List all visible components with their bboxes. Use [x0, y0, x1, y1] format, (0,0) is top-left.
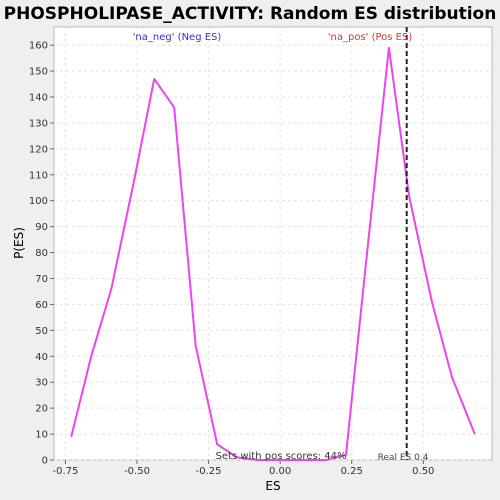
x-tick-label: -0.25 — [196, 466, 222, 477]
x-tick-label: -0.50 — [124, 466, 150, 477]
neg-es-legend: 'na_neg' (Neg ES) — [133, 32, 222, 43]
y-tick-label: 140 — [29, 93, 48, 104]
x-axis: -0.75 -0.50 -0.25 0.00 0.25 0.50 — [53, 460, 434, 477]
y-tick-label: 60 — [35, 300, 48, 311]
y-tick-label: 100 — [29, 196, 48, 207]
y-tick-label: 160 — [29, 41, 48, 52]
x-tick-label: 0.50 — [412, 466, 434, 477]
series-layer — [70, 46, 476, 461]
y-tick-label: 50 — [35, 326, 48, 337]
y-tick-label: 110 — [29, 170, 48, 181]
plot-area — [53, 26, 493, 461]
pos-scores-note: Sets with pos scores: 44% — [216, 451, 347, 462]
y-tick-label: 130 — [29, 118, 48, 129]
y-axis-label: P(ES) — [12, 227, 26, 259]
y-tick-label: 120 — [29, 144, 48, 155]
y-tick-label: 80 — [35, 248, 48, 259]
y-tick-label: 150 — [29, 67, 48, 78]
y-tick-label: 0 — [42, 456, 48, 467]
y-tick-label: 10 — [35, 430, 48, 441]
y-tick-label: 90 — [35, 222, 48, 233]
y-tick-label: 40 — [35, 352, 48, 363]
x-axis-label: ES — [265, 479, 280, 493]
y-tick-label: 70 — [35, 274, 48, 285]
y-tick-label: 20 — [35, 404, 48, 415]
y-tick-label: 30 — [35, 378, 48, 389]
y-axis: 0 10 20 30 40 50 60 70 80 90 100 110 120 130 140 150 160 — [29, 41, 54, 467]
x-tick-label: 0.25 — [341, 466, 363, 477]
real-es-label: Real ES 0.4 — [378, 453, 429, 463]
x-tick-label: -0.75 — [53, 466, 79, 477]
es-distribution-line — [70, 46, 476, 461]
chart-title: PHOSPHOLIPASE_ACTIVITY: Random ES distri… — [4, 4, 497, 24]
x-tick-label: 0.00 — [269, 466, 291, 477]
grid-lines — [54, 27, 492, 461]
pos-es-legend: 'na_pos' (Pos ES) — [328, 32, 413, 43]
